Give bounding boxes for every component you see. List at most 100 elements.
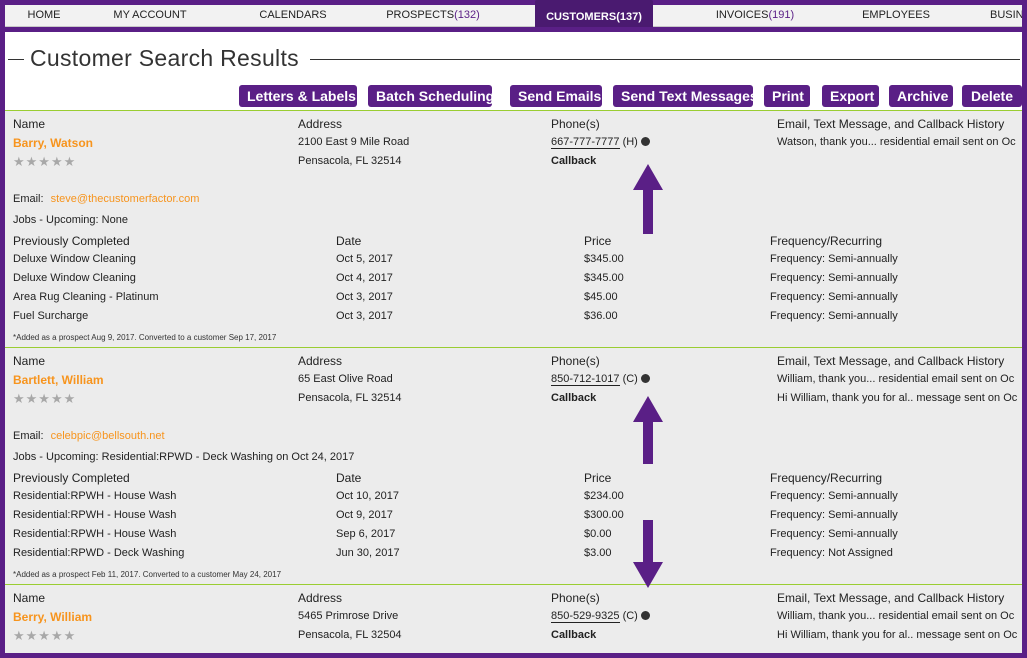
callback-link[interactable]: Callback (551, 392, 597, 404)
tab-my-account[interactable]: MY ACCOUNT (100, 5, 200, 26)
job-frequency: Frequency: Not Assigned (770, 547, 893, 559)
jobs-upcoming-label: Jobs - Upcoming (13, 214, 96, 226)
callback-link[interactable]: Callback (551, 629, 597, 641)
send-text-messages-button[interactable]: Send Text Messages (613, 85, 758, 107)
globe-icon[interactable] (640, 611, 650, 620)
phone-link[interactable]: 850-712-1017 (551, 373, 620, 386)
star-rating[interactable]: ★★★★★ (13, 391, 77, 406)
tab-count: (137) (616, 11, 642, 23)
previously-completed-header: Previously Completed (13, 471, 130, 485)
record-note: *Added as a prospect Feb 11, 2017. Conve… (13, 570, 282, 579)
job-frequency: Frequency: Semi-annually (770, 291, 898, 303)
tab-calendars[interactable]: CALENDARS (245, 5, 341, 26)
name-header: Name (13, 591, 46, 605)
record-note: *Added as a prospect Aug 9, 2017. Conver… (13, 333, 277, 342)
star-rating[interactable]: ★★★★★ (13, 628, 77, 643)
jobs-upcoming-value: None (101, 214, 128, 226)
phone-row: 850-712-1017 (C) (551, 373, 650, 386)
job-frequency: Frequency: Semi-annually (770, 272, 898, 284)
tab-prospects[interactable]: PROSPECTS(132) (377, 5, 489, 26)
up-arrow-icon (633, 164, 663, 234)
job-price: $234.00 (584, 490, 624, 502)
address-line2: Pensacola, FL 32504 (298, 629, 402, 641)
price-header: Price (584, 234, 612, 248)
history-entry[interactable]: Hi William, thank you for al.. message s… (777, 629, 1018, 641)
tab-business[interactable]: BUSIN (990, 5, 1022, 26)
customer-name-link[interactable]: Bartlett, William (13, 373, 104, 387)
history-entry[interactable]: William, thank you... residential email … (777, 610, 1015, 622)
letters-labels-button[interactable]: Letters & Labels (239, 85, 357, 107)
phone-row: 667-777-7777 (H) (551, 136, 650, 149)
job-frequency: Frequency: Semi-annually (770, 310, 898, 322)
history-header: Email, Text Message, and Callback Histor… (777, 591, 1005, 605)
email-link[interactable]: celebpic@bellsouth.net (50, 430, 165, 442)
top-nav: HOME MY ACCOUNT CALENDARS PROSPECTS(132)… (0, 0, 1027, 32)
job-date: Jun 30, 2017 (336, 547, 400, 559)
history-entry[interactable]: William, thank you... residential email … (777, 373, 1015, 385)
page-title: Customer Search Results (30, 45, 299, 71)
frequency-header: Frequency/Recurring (770, 234, 883, 248)
customer-name-link[interactable]: Barry, Watson (13, 136, 94, 150)
email-label: Email: (13, 430, 44, 442)
job-date: Oct 3, 2017 (336, 310, 393, 322)
history-entry[interactable]: Hi William, thank you for al.. message s… (777, 392, 1018, 404)
address-line1: 5465 Primrose Drive (298, 610, 399, 622)
tab-invoices[interactable]: INVOICES(191) (705, 5, 805, 26)
job-date: Oct 4, 2017 (336, 272, 393, 284)
job-price: $345.00 (584, 253, 624, 265)
archive-button[interactable]: Archive (889, 85, 953, 107)
job-service: Deluxe Window Cleaning (13, 253, 136, 265)
price-header: Price (584, 471, 612, 485)
print-button[interactable]: Print (764, 85, 810, 107)
job-frequency: Frequency: Semi-annually (770, 528, 898, 540)
tab-label: INVOICES (715, 9, 769, 21)
job-price: $45.00 (584, 291, 618, 303)
callback-link[interactable]: Callback (551, 155, 597, 167)
jobs-upcoming-row: Jobs - Upcoming: None (13, 214, 128, 226)
job-service: Residential:RPWD - Deck Washing (13, 547, 185, 559)
tab-label: HOME (27, 9, 61, 21)
date-header: Date (336, 471, 362, 485)
phones-header: Phone(s) (551, 117, 600, 131)
email-label: Email: (13, 193, 44, 205)
tab-home[interactable]: HOME (5, 5, 83, 26)
customer-record: Name Address Phone(s) Email, Text Messag… (5, 347, 1022, 584)
tab-count: (132) (454, 9, 480, 21)
history-entry[interactable]: Watson, thank you... residential email s… (777, 136, 1016, 148)
job-service: Fuel Surcharge (13, 310, 89, 322)
globe-icon[interactable] (640, 374, 650, 383)
address-line1: 65 East Olive Road (298, 373, 393, 385)
history-header: Email, Text Message, and Callback Histor… (777, 117, 1005, 131)
send-emails-button[interactable]: Send Emails (510, 85, 602, 107)
phone-link[interactable]: 850-529-9325 (551, 610, 620, 623)
customer-name-link[interactable]: Berry, William (13, 610, 93, 624)
tab-label: CUSTOMERS (546, 11, 617, 23)
title-rule-right (310, 59, 1020, 60)
job-price: $36.00 (584, 310, 618, 322)
up-arrow-icon (633, 396, 663, 464)
globe-icon[interactable] (640, 137, 650, 146)
jobs-upcoming-value: Residential:RPWD - Deck Washing on Oct 2… (101, 451, 355, 463)
title-rule-left (8, 59, 24, 60)
tab-count: (191) (768, 9, 795, 21)
batch-scheduling-button[interactable]: Batch Scheduling (368, 85, 494, 107)
phone-link[interactable]: 667-777-7777 (551, 136, 620, 149)
jobs-upcoming-label: Jobs - Upcoming (13, 451, 96, 463)
delete-button[interactable]: Delete (962, 85, 1022, 107)
phone-type: (H) (622, 136, 638, 148)
tab-employees[interactable]: EMPLOYEES (850, 5, 942, 26)
job-price: $3.00 (584, 547, 612, 559)
star-rating[interactable]: ★★★★★ (13, 154, 77, 169)
phone-type: (C) (622, 610, 638, 622)
email-link[interactable]: steve@thecustomerfactor.com (50, 193, 200, 205)
phone-row: 850-529-9325 (C) (551, 610, 650, 623)
previously-completed-header: Previously Completed (13, 234, 130, 248)
export-button[interactable]: Export (822, 85, 879, 107)
address-header: Address (298, 117, 343, 131)
email-row: Email: steve@thecustomerfactor.com (13, 193, 199, 205)
job-price: $345.00 (584, 272, 624, 284)
job-service: Residential:RPWH - House Wash (13, 490, 177, 502)
email-row: Email: celebpic@bellsouth.net (13, 430, 165, 442)
tab-customers[interactable]: CUSTOMERS(137) (535, 0, 653, 27)
job-date: Oct 9, 2017 (336, 509, 393, 521)
